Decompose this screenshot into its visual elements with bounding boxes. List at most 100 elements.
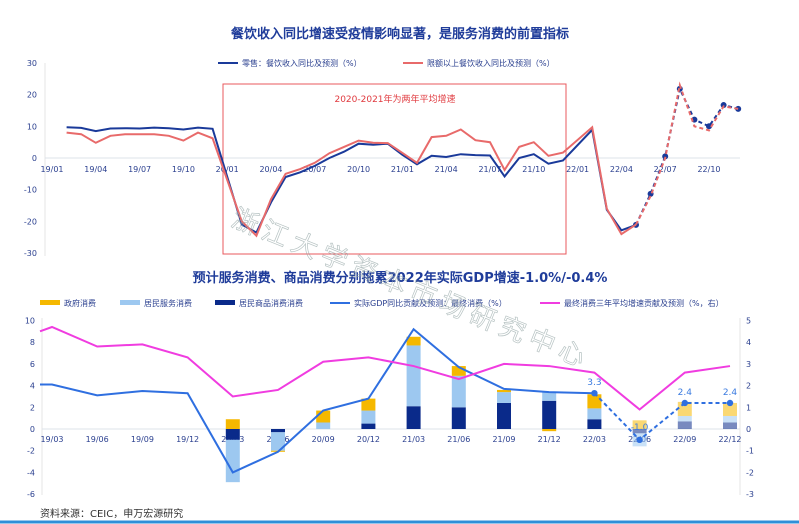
legend-label: 居民商品消费消费 (239, 298, 303, 308)
legend-swatch (120, 300, 140, 305)
y-tick-label: 0 (32, 154, 37, 163)
x-tick-label: 19/09 (131, 435, 154, 444)
x-tick-label: 22/07 (654, 165, 677, 174)
forecast-line (635, 81, 739, 226)
bar-segment (497, 402, 511, 429)
y2-tick-label: -3 (746, 490, 754, 499)
x-tick-label: 19/12 (176, 435, 199, 444)
bar-segment (587, 408, 602, 420)
legend-label: 零售：餐饮收入同比及预测（%） (242, 58, 362, 68)
bar-segment (497, 392, 511, 403)
x-tick-label: 21/06 (447, 435, 470, 444)
bar-segment (542, 400, 557, 429)
x-tick-label: 19/06 (86, 435, 109, 444)
bar-segment (497, 389, 511, 393)
series-line (66, 126, 637, 234)
forecast-line (593, 392, 730, 442)
x-tick-label: 21/09 (492, 435, 515, 444)
y-tick-label: 10 (25, 317, 35, 326)
bar-segment (632, 429, 647, 434)
bar-segment (316, 410, 331, 423)
bar-segment (271, 432, 285, 451)
series-line (66, 125, 637, 238)
x-tick-label: 21/04 (435, 165, 458, 174)
x-tick-label: 19/04 (84, 165, 107, 174)
y-tick-label: -10 (24, 186, 37, 195)
bar-segment (723, 422, 737, 429)
y2-tick-label: 3 (746, 360, 751, 369)
chart-title: 餐饮收入同比增速受疫情影响显著，是服务消费的前置指标 (230, 26, 569, 42)
x-tick-label: 22/03 (583, 435, 606, 444)
bar-segment (723, 402, 737, 416)
forecast-point (706, 123, 712, 130)
bar-segment (542, 429, 557, 432)
y-tick-label: 2 (30, 403, 35, 412)
y-tick-label: 10 (27, 122, 37, 131)
legend-label: 限额以上餐饮收入同比及预测（%） (427, 58, 555, 68)
legend-label: 居民服务消费 (144, 298, 192, 308)
y2-tick-label: 1 (746, 403, 751, 412)
bar-segment (587, 419, 602, 429)
y-tick-label: 0 (30, 425, 35, 434)
bar-segment (225, 429, 240, 440)
bar-segment (406, 336, 421, 346)
x-tick-label: 20/10 (347, 165, 370, 174)
bar-segment (542, 392, 557, 401)
x-tick-label: 19/07 (128, 165, 151, 174)
bar-segment (677, 415, 692, 422)
data-point (591, 389, 598, 397)
bar-segment (632, 420, 647, 429)
x-tick-label: 20/01 (216, 165, 239, 174)
x-tick-label: 22/12 (718, 435, 741, 444)
x-tick-label: 19/10 (172, 165, 195, 174)
series-line (40, 327, 595, 474)
data-point (681, 399, 688, 407)
legend-label: 实际GDP同比贡献及预测：最终消费（%） (354, 298, 507, 308)
x-tick-label: 21/03 (402, 435, 425, 444)
bar-segment (451, 375, 466, 408)
y-tick-label: -6 (27, 490, 35, 499)
x-tick-label: 20/12 (357, 435, 380, 444)
y-tick-label: 8 (30, 338, 35, 347)
bar-segment (587, 394, 602, 409)
x-tick-label: 21/10 (522, 165, 545, 174)
x-tick-label: 21/01 (391, 165, 414, 174)
bar-segment (723, 415, 737, 423)
x-tick-label: 22/04 (610, 165, 633, 174)
data-label: 3.3 (587, 378, 601, 388)
bar-segment (677, 421, 692, 429)
y2-tick-label: 4 (746, 338, 751, 347)
x-tick-label: 20/09 (312, 435, 335, 444)
data-label: -1.0 (631, 423, 649, 433)
legend-label: 最终消费三年平均增速贡献及预测（%，右） (564, 298, 724, 308)
y-tick-label: 6 (30, 360, 35, 369)
y-tick-label: 30 (27, 59, 37, 68)
y-tick-label: -30 (24, 249, 37, 258)
x-tick-label: 19/03 (40, 435, 63, 444)
x-tick-label: 22/09 (673, 435, 696, 444)
y2-tick-label: 0 (746, 425, 751, 434)
y2-tick-label: 5 (746, 317, 751, 326)
bar-segment (451, 407, 466, 429)
bar-segment (361, 410, 376, 424)
bar-segment (271, 429, 285, 433)
x-tick-label: 22/01 (566, 165, 589, 174)
x-tick-label: 19/01 (40, 165, 63, 174)
data-point (636, 436, 643, 444)
x-tick-label: 22/10 (697, 165, 720, 174)
source-note: 资料来源：CEIC，申万宏源研究 (40, 507, 183, 520)
forecast-point (720, 102, 727, 109)
y2-tick-label: -2 (746, 468, 754, 477)
bar-segment (406, 406, 421, 429)
legend-swatch (40, 300, 60, 305)
bar-segment (316, 422, 331, 429)
legend-label: 政府消费 (64, 298, 96, 308)
y-tick-label: 4 (30, 382, 35, 391)
y-tick-label: -20 (24, 217, 37, 226)
data-label: 2.4 (723, 388, 738, 398)
forecast-point (735, 105, 742, 112)
bar-segment (225, 419, 240, 429)
y2-tick-label: -1 (746, 447, 754, 456)
bar-segment (361, 398, 376, 411)
